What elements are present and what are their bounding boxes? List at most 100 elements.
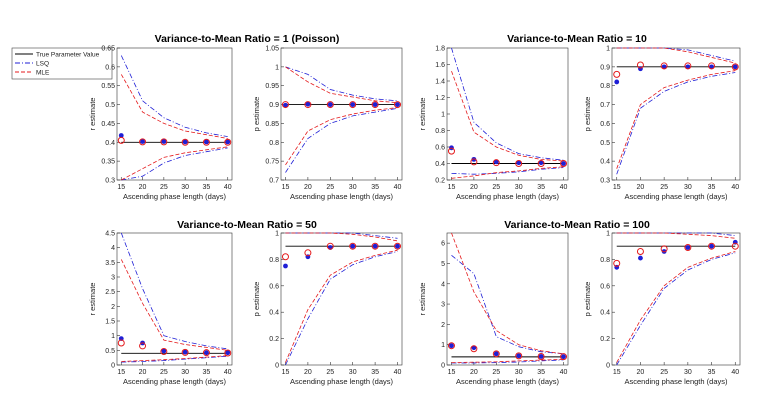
y-tick-label: 1: [111, 333, 115, 340]
y-tick-label: 0.4: [600, 310, 610, 317]
y-tick-label: 0.4: [105, 140, 115, 147]
y-tick-label: 4: [441, 281, 445, 288]
lsq-point: [182, 349, 188, 355]
y-tick-label: 6: [441, 241, 445, 248]
y-tick-label: 2.5: [105, 289, 115, 296]
lsq-point: [732, 64, 738, 70]
x-tick-label: 35: [371, 184, 379, 191]
x-tick-label: 20: [637, 369, 645, 376]
mle-point: [492, 350, 500, 358]
y-tick-label: 0.8: [269, 257, 279, 264]
x-tick-label: 20: [470, 369, 478, 376]
x-tick-label: 30: [515, 369, 523, 376]
lsq-point: [327, 102, 333, 107]
lsq-point: [182, 139, 188, 145]
x-tick-label: 25: [492, 369, 500, 376]
x-tick-label: 40: [224, 184, 232, 191]
mle-point: [613, 70, 621, 78]
y-tick-label: 0.5: [105, 348, 115, 355]
y-axis-label: r estimate: [418, 283, 427, 316]
mle-lower-line: [451, 358, 564, 363]
mle-lower-line: [121, 146, 228, 181]
lsq-lower-line: [451, 167, 564, 175]
mle-point: [515, 352, 523, 360]
y-tick-label: 1.2: [435, 95, 445, 102]
mle-lower-line: [616, 70, 736, 169]
lsq-point: [204, 139, 209, 145]
x-tick-label: 15: [117, 184, 125, 191]
legend: True Parameter Value LSQ MLE: [11, 47, 113, 80]
mle-upper-line: [120, 74, 228, 139]
lsq-point: [538, 160, 544, 166]
mle-point: [708, 62, 716, 70]
y-tick-label: 0.8: [600, 83, 610, 90]
y-tick-label: 0.75: [265, 159, 279, 166]
lsq-point: [372, 243, 378, 249]
y-tick-label: 0.55: [101, 83, 115, 90]
mle-point: [160, 348, 168, 356]
lsq-point: [225, 350, 231, 356]
mle-point: [160, 138, 168, 146]
mle-upper-line: [451, 232, 564, 355]
x-tick-label: 40: [560, 369, 568, 376]
x-tick-label: 35: [371, 369, 379, 376]
mle-point: [349, 242, 357, 250]
y-tick-label: 0.2: [269, 336, 279, 343]
y-tick-label: 3.5: [105, 260, 115, 267]
legend-true-label: True Parameter Value: [36, 52, 100, 59]
mle-point: [304, 249, 312, 257]
y-tick-label: 1.05: [265, 46, 279, 53]
y-axis-label: p estimate: [583, 97, 592, 132]
x-tick-label: 40: [560, 184, 568, 191]
lsq-point: [471, 156, 477, 162]
y-tick-label: 0.8: [435, 128, 445, 135]
mle-point: [281, 253, 289, 261]
x-tick-label: 30: [684, 369, 692, 376]
mle-point: [560, 160, 568, 167]
mle-point: [537, 352, 545, 360]
y-tick-label: 1: [275, 231, 279, 238]
x-tick-label: 20: [637, 184, 645, 191]
lsq-upper-line: [451, 47, 564, 161]
lsq-point: [471, 345, 477, 351]
x-tick-label: 25: [326, 184, 334, 191]
lsq-point: [538, 354, 544, 359]
x-tick-label: 30: [181, 369, 189, 376]
mle-point: [304, 101, 312, 109]
mle-point: [492, 159, 500, 167]
lsq-lower-line: [451, 359, 564, 364]
lsq-lower-line: [121, 147, 228, 181]
legend-lsq-label: LSQ: [36, 61, 49, 68]
mle-point: [281, 101, 289, 109]
x-tick-label: 35: [203, 369, 211, 376]
y-tick-label: 0.8: [269, 140, 279, 147]
x-axis-label: Ascending phase length (days): [290, 377, 393, 386]
y-tick-label: 0.85: [265, 121, 279, 128]
x-tick-label: 25: [160, 369, 168, 376]
x-tick-label: 25: [660, 184, 668, 191]
mle-lower-line: [616, 251, 736, 363]
axes-box: [280, 47, 403, 181]
x-tick-label: 35: [537, 369, 545, 376]
y-tick-label: 1.5: [105, 319, 115, 326]
lsq-point: [283, 102, 288, 108]
lsq-point: [561, 161, 566, 166]
mle-point: [224, 138, 232, 146]
mle-point: [181, 138, 189, 146]
lsq-point: [283, 263, 288, 269]
lsq-point: [204, 350, 209, 356]
mle-upper-line: [120, 259, 228, 351]
y-tick-label: 0.7: [269, 178, 279, 185]
x-tick-label: 40: [394, 369, 402, 376]
x-tick-label: 15: [282, 369, 290, 376]
mle-point: [202, 349, 210, 357]
x-tick-label: 25: [326, 369, 334, 376]
y-tick-label: 0.2: [600, 336, 610, 343]
lsq-point: [661, 64, 667, 70]
group-title-4: Variance-to-Mean Ratio = 100: [504, 219, 650, 231]
x-tick-label: 30: [349, 369, 357, 376]
y-tick-label: 0.5: [105, 102, 115, 109]
x-axis-label: Ascending phase length (days): [625, 377, 728, 386]
legend-box: [11, 47, 113, 80]
